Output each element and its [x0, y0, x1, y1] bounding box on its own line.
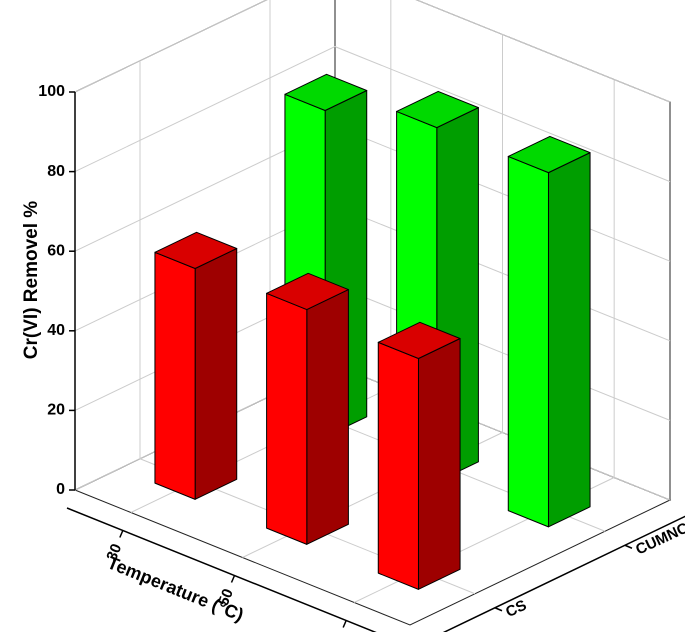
bar [154, 231, 238, 500]
x-tick-label: 30 [103, 541, 125, 563]
z-tick-label: 60 [47, 242, 65, 259]
bar-front-face [266, 292, 308, 545]
bar-top-face [266, 272, 349, 311]
x-tick [119, 530, 124, 538]
z-tick-label: 40 [47, 322, 65, 339]
z-axis-title: Cr(VI) Removel % [21, 201, 42, 359]
bar [507, 135, 591, 528]
bar-right-face [547, 152, 591, 528]
bar-front-face [154, 251, 196, 500]
y-tick [624, 544, 633, 549]
z-tick-label: 0 [56, 481, 65, 498]
bar-front-face [377, 341, 419, 590]
z-tick-label: 20 [47, 402, 65, 419]
x-tick-label: 50 [215, 586, 237, 608]
x-tick [230, 575, 236, 583]
y-tick-label: CUMNC [633, 519, 685, 558]
y-tick [494, 607, 503, 612]
z-tick-label: 100 [38, 83, 65, 100]
bar-top-face [154, 231, 238, 270]
grid-line [74, 0, 671, 103]
bar-right-face [306, 289, 349, 545]
bar-top-face [377, 321, 461, 360]
y-axis [442, 515, 685, 632]
bar [266, 272, 349, 545]
bar-right-face [194, 248, 238, 500]
bar [377, 321, 461, 590]
bar-top-face [396, 90, 479, 129]
bar-top-face [507, 135, 591, 174]
z-tick-label: 80 [47, 163, 65, 180]
bar-front-face [507, 155, 549, 528]
grid-line [74, 46, 671, 183]
bar-top-face [284, 73, 368, 111]
y-tick-label: CS [503, 597, 529, 621]
bar-right-face [417, 338, 461, 590]
grid-line [139, 60, 476, 595]
x-tick [342, 620, 347, 628]
